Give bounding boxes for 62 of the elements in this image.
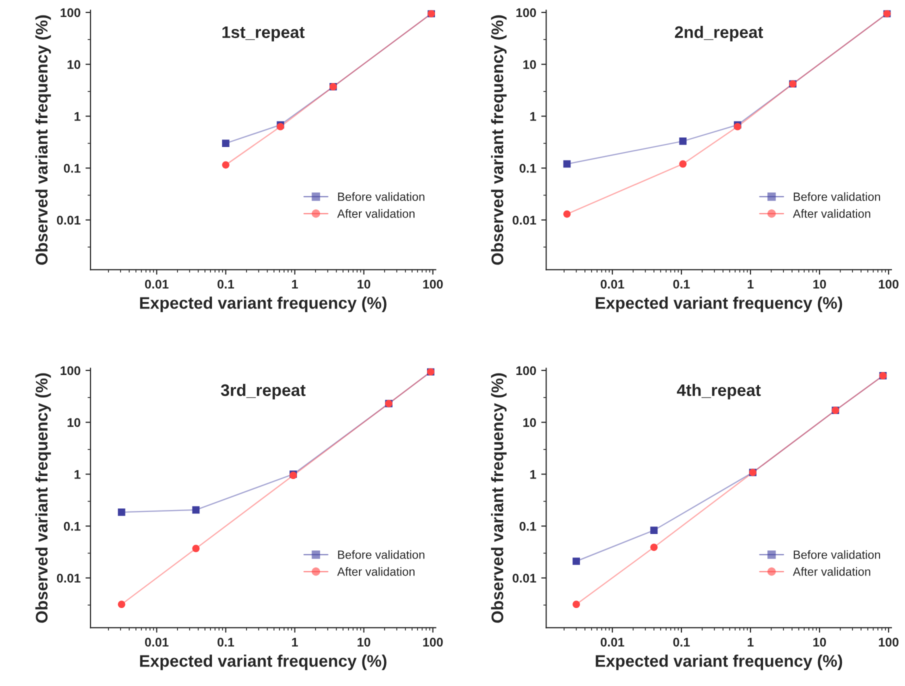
y-axis-title: Observed variant frequency (%) [35,15,51,265]
y-tick-label: 1 [530,112,536,121]
x-tick-label: 0.1 [218,280,234,289]
y-axis-title: Observed variant frequency (%) [491,15,507,265]
x-tick-label: 10 [358,638,370,647]
text: 3rd_repeat [220,384,306,400]
y-axis-title: Observed variant frequency (%) [35,373,51,623]
y-tick-label: 100 [60,8,80,18]
legend-label: Before validation [338,550,424,559]
x-tick-label: 1 [292,638,298,646]
x-tick-label: 1 [748,280,754,288]
x-tick-label: 0.1 [218,638,234,647]
point [222,161,230,169]
point [222,140,230,148]
legend-label: Before validation [338,192,424,201]
x-tick-label: 100 [878,280,898,289]
x-tick-label: 0.01 [600,280,624,289]
y-axis-title: Observed variant frequency (%) [491,373,507,623]
legend-label: After validation [792,209,870,218]
y-tick-label: 0.01 [56,574,80,583]
text: 4th_repeat [676,384,761,400]
y-tick-label: 0.1 [520,522,536,531]
y-tick-label: 10 [523,418,536,427]
y-tick-label: 1 [74,112,80,121]
y-tick-label: 1 [74,470,80,479]
y-tick-label: 1 [530,470,536,479]
y-tick-label: 10 [523,60,536,69]
y-tick-label: 0.01 [512,216,536,225]
y-tick-label: 10 [68,418,80,427]
y-tick-label: 0.1 [64,522,80,531]
y-tick-label: 0.01 [56,216,80,225]
x-axis-title: Expected variant frequency (%) [596,296,842,312]
y-tick-label: 0.01 [512,574,536,583]
legend-label: Before validation [794,550,880,559]
x-tick-label: 100 [423,280,443,289]
y-tick-label: 10 [68,60,80,69]
text: 2nd_repeat [674,26,764,42]
x-tick-label: 0.01 [145,638,169,647]
x-axis-title: Expected variant frequency (%) [140,654,386,670]
y-tick-label: 0.1 [64,164,80,173]
x-tick-label: 0.1 [673,638,690,647]
x-tick-label: 100 [878,638,898,647]
x-tick-label: 1 [748,638,754,646]
y-tick-label: 100 [516,366,536,376]
y-tick-label: 0.1 [520,164,536,173]
y-tick-label: 100 [60,366,80,376]
x-axis-title: Expected variant frequency (%) [140,296,386,312]
x-tick-label: 10 [358,280,370,289]
y-tick-label: 100 [516,8,536,18]
legend-label: After validation [337,567,414,576]
x-tick-label: 100 [423,638,443,647]
x-tick-label: 0.01 [600,638,624,647]
x-tick-label: 0.1 [673,280,690,289]
legend-label: Before validation [794,192,880,201]
x-tick-label: 10 [813,280,826,289]
legend-label: After validation [337,209,414,218]
x-tick-label: 0.01 [145,280,169,289]
text: 1st_repeat [222,26,305,42]
x-axis-title: Expected variant frequency (%) [596,654,842,670]
legend-label: After validation [792,567,870,576]
x-tick-label: 1 [292,280,298,288]
x-tick-label: 10 [813,638,826,647]
